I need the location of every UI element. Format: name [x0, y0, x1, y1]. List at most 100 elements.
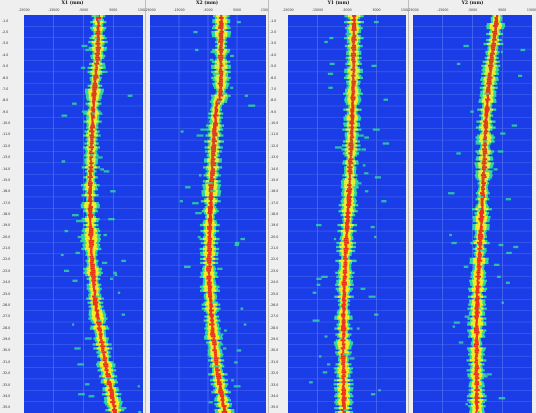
depth-label: -3.0 — [2, 41, 9, 46]
ridge-core — [475, 285, 481, 288]
ridge-core — [483, 124, 488, 127]
ridge-core — [350, 118, 355, 121]
ridge-core — [91, 132, 94, 135]
ridge-core — [482, 144, 488, 147]
ridge-core — [210, 174, 215, 177]
ridge-core — [106, 371, 109, 374]
noise-speck — [138, 411, 142, 413]
ridge-core — [483, 134, 487, 137]
ridge-core — [474, 315, 480, 318]
ridge-core — [208, 184, 214, 187]
ridge-core — [222, 407, 226, 410]
ridge-core — [218, 24, 224, 28]
ridge-core — [90, 265, 95, 269]
ridge-core — [214, 110, 219, 113]
ridge-core — [218, 68, 223, 72]
ridge-core — [481, 182, 486, 185]
ridge-core — [102, 359, 107, 362]
ridge-core — [477, 253, 482, 257]
depth-label: -24.0 — [2, 280, 11, 285]
ridge-core — [348, 158, 354, 161]
ridge-core — [88, 194, 92, 197]
ridge-core — [92, 303, 98, 306]
noise-speck — [206, 182, 213, 185]
ridge-core — [207, 235, 212, 239]
ridge-core — [491, 48, 496, 52]
depth-label: -21.0 — [2, 246, 11, 251]
noise-speck — [497, 150, 504, 153]
noise-speck — [476, 411, 480, 413]
ridge-core — [87, 182, 93, 185]
noise-speck — [361, 148, 366, 151]
noise-speck — [316, 223, 322, 227]
heatmap-canvas — [150, 15, 266, 413]
heatmap-canvas — [288, 15, 406, 413]
ridge-core — [216, 377, 222, 380]
ridge-core — [93, 80, 97, 83]
ridge-core — [348, 164, 352, 167]
ridge-core — [474, 357, 478, 360]
noise-speck — [212, 72, 219, 75]
noise-speck — [465, 403, 468, 406]
ridge-core — [342, 373, 346, 376]
ridge-core — [212, 341, 217, 344]
noise-speck — [180, 130, 184, 133]
ridge-core — [208, 233, 212, 237]
ridge-core — [350, 124, 354, 127]
ridge-core — [474, 307, 480, 310]
noise-speck — [371, 64, 377, 68]
ridge-core — [342, 289, 346, 292]
ridge-core — [341, 387, 346, 390]
ridge-core — [221, 397, 224, 400]
ridge-core — [342, 301, 346, 304]
ridge-core — [474, 359, 479, 362]
ridge-core — [221, 405, 227, 408]
noise-speck — [362, 164, 366, 167]
ridge-core — [342, 309, 346, 312]
noise-speck — [94, 15, 99, 18]
ridge-core — [207, 295, 213, 298]
ridge-core — [215, 367, 219, 370]
ridge-core — [344, 245, 348, 249]
ridge-core — [349, 154, 353, 157]
ridge-core — [90, 148, 93, 151]
ridge-core — [89, 223, 92, 227]
noise-speck — [324, 335, 328, 338]
ridge-core — [474, 367, 480, 370]
ridge-core — [474, 371, 478, 374]
ridge-core — [208, 221, 212, 225]
ridge-core — [340, 325, 346, 328]
ridge-core — [479, 219, 484, 223]
ridge-core — [348, 174, 351, 177]
ridge-core — [483, 146, 487, 149]
ridge-core — [89, 158, 92, 161]
ridge-core — [340, 393, 346, 396]
ridge-core — [476, 241, 483, 245]
noise-speck — [77, 363, 84, 366]
heatmap-canvas — [413, 15, 532, 413]
ridge-core — [351, 90, 356, 93]
noise-speck — [243, 323, 247, 326]
ridge-core — [478, 251, 482, 255]
ridge-core — [344, 215, 351, 219]
ridge-core — [206, 277, 212, 280]
ridge-core — [90, 267, 95, 271]
ridge-core — [474, 299, 479, 302]
ridge-core — [96, 327, 102, 330]
ridge-core — [475, 333, 479, 336]
ridge-core — [476, 269, 481, 273]
ridge-core — [95, 32, 101, 36]
ridge-core — [97, 22, 100, 26]
ridge-core — [212, 130, 217, 133]
ridge-core — [90, 124, 95, 127]
noise-speck — [100, 168, 104, 171]
ridge-core — [211, 156, 215, 159]
depth-label: -12.0 — [2, 143, 11, 148]
ridge-core — [212, 343, 217, 346]
depth-label: -32.0 — [270, 371, 279, 376]
ridge-core — [477, 263, 481, 267]
noise-speck — [370, 393, 376, 396]
ridge-core — [95, 313, 100, 316]
ridge-core — [90, 164, 93, 167]
x-tick-label: 5000 — [109, 8, 118, 12]
